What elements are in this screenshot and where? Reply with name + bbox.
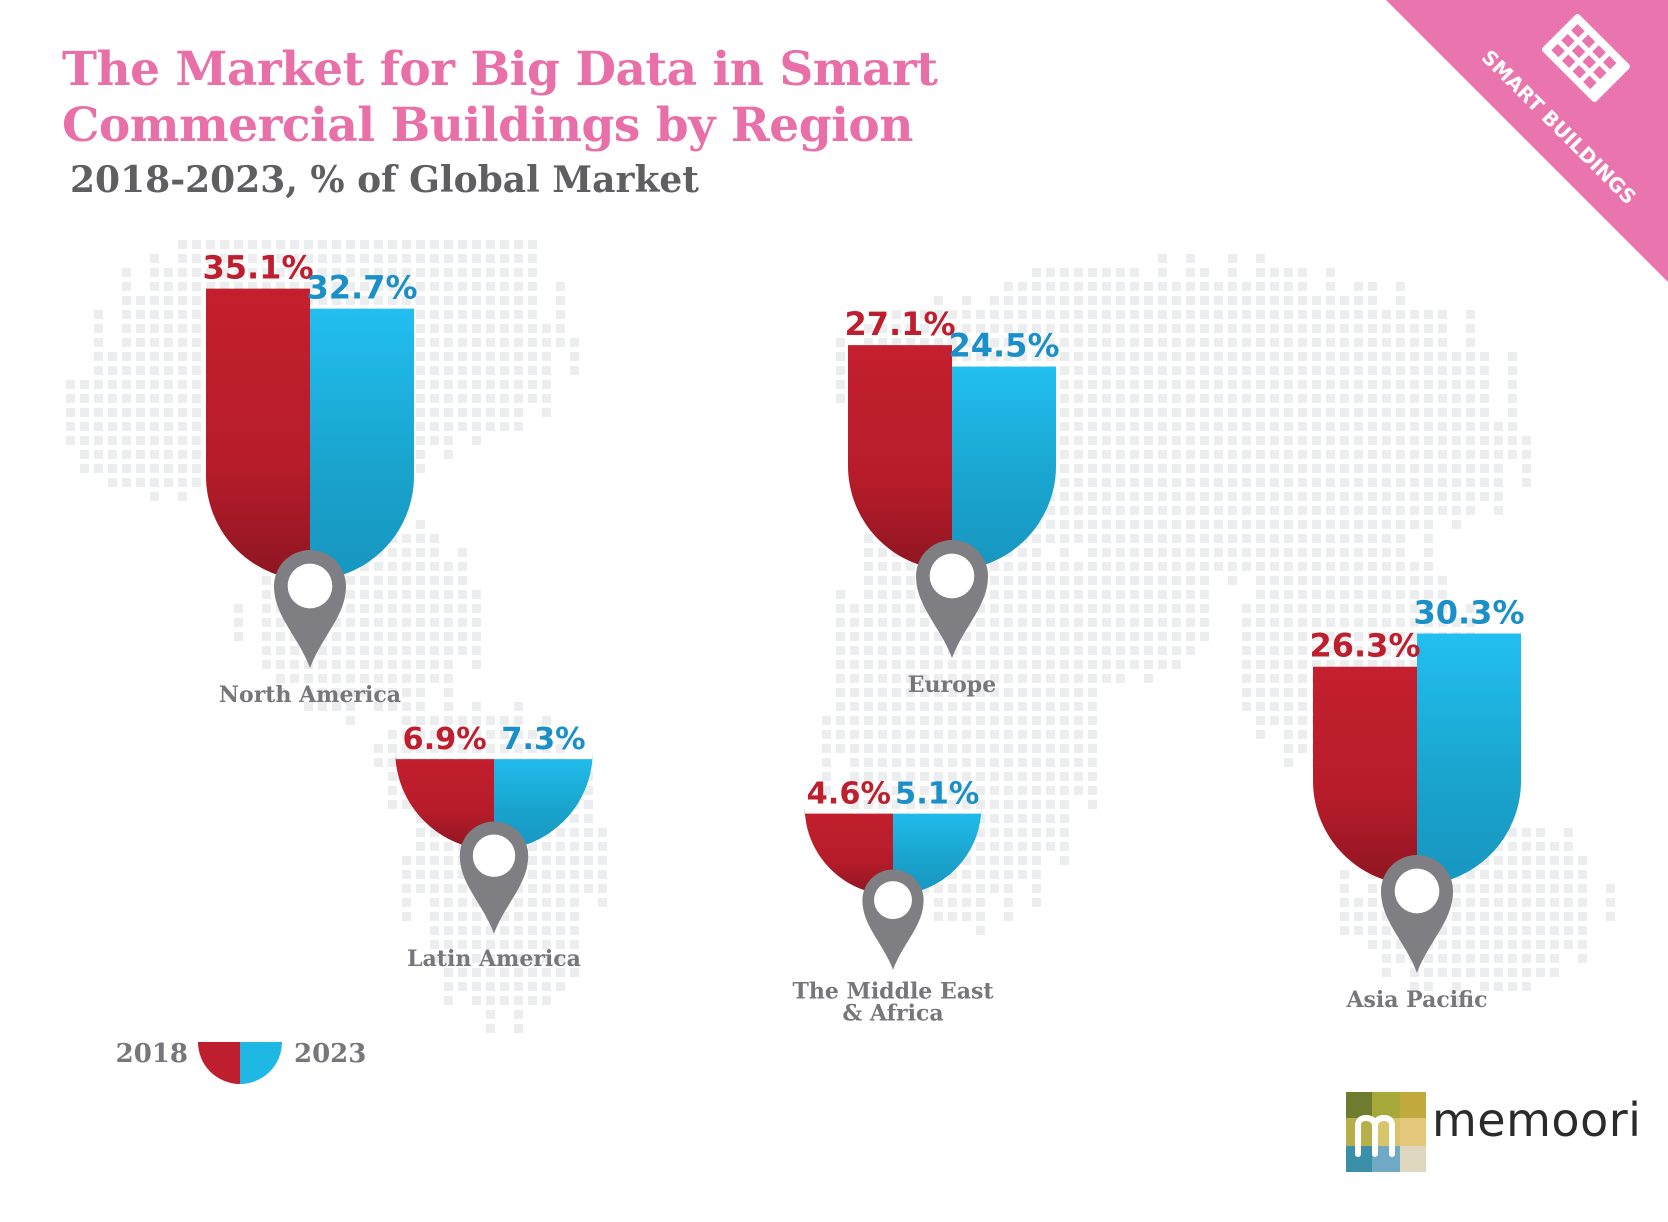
chart-title-line-1: The Market for Big Data in Smart	[62, 42, 938, 97]
europe-pin-hole	[929, 553, 975, 599]
asia-pacific-label-2023: 30.3%	[1413, 594, 1524, 632]
chart-marks: 35.1%32.7% North America 27.1%24.5% Europe 6…	[116, 249, 1525, 1084]
legend-label-2023: 2023	[294, 1039, 366, 1069]
the-middle-east-and-africa-label-2023: 5.1%	[895, 777, 979, 812]
building-icon	[1541, 13, 1631, 103]
europe-label-2023: 24.5%	[948, 327, 1059, 365]
memoori-logo-icon	[1346, 1092, 1426, 1172]
the-middle-east-and-africa-pin-hole	[874, 881, 912, 920]
latin-america-bar-2023	[494, 751, 593, 850]
north-america-region-label: North America	[219, 682, 401, 708]
banner-corner	[1386, 0, 1668, 282]
region-latin-america: 6.9% 7.3% Latin America	[395, 722, 593, 972]
chart-subtitle: 2018-2023, % of Global Market	[70, 159, 699, 201]
north-america-label-2023: 32.7%	[306, 269, 417, 307]
world-map-dots	[66, 240, 1615, 1033]
chart-title: The Market for Big Data in Smart Commerc…	[62, 42, 938, 154]
europe-bar-2023	[952, 366, 1056, 570]
region-europe: 27.1%24.5% Europe	[844, 305, 1059, 698]
region-north-america: 35.1%32.7% North America	[202, 249, 417, 708]
legend-swatch-2023	[240, 1042, 282, 1084]
smart-buildings-banner: SMART BUILDINGS	[1386, 0, 1668, 282]
latin-america-label-2018: 6.9%	[402, 722, 486, 757]
north-america-pin-hole	[287, 563, 333, 609]
north-america-label-2018: 35.1%	[202, 249, 313, 287]
legend-swatch-2018	[198, 1042, 240, 1084]
memoori-logo-text: memoori	[1432, 1093, 1642, 1147]
the-middle-east-and-africa-bar-2018	[804, 806, 893, 895]
the-middle-east-and-africa-bar-2023	[893, 806, 982, 895]
asia-pacific-label-2018: 26.3%	[1309, 627, 1420, 665]
legend-label-2018: 2018	[116, 1039, 188, 1069]
north-america-bar-2023	[310, 308, 414, 580]
asia-pacific-bar-2023	[1417, 633, 1521, 885]
latin-america-label-2023: 7.3%	[501, 722, 585, 757]
latin-america-pin-hole	[472, 834, 516, 877]
asia-pacific-bar-2018	[1313, 666, 1417, 885]
the-middle-east-and-africa-region-label: The Middle East & Africa	[792, 979, 994, 1027]
region-the-middle-east-and-africa: 4.6% 5.1% The Middle East & Africa	[792, 777, 994, 1027]
legend: 2018 2023	[116, 1039, 366, 1084]
asia-pacific-region-label: Asia Pacific	[1345, 987, 1487, 1013]
europe-label-2018: 27.1%	[844, 305, 955, 343]
asia-pacific-pin-hole	[1394, 868, 1440, 914]
chart-title-line-2: Commercial Buildings by Region	[62, 98, 913, 153]
the-middle-east-and-africa-label-2018: 4.6%	[807, 777, 891, 812]
latin-america-region-label: Latin America	[407, 946, 581, 972]
north-america-bar-2018	[206, 288, 310, 580]
latin-america-bar-2018	[395, 751, 494, 850]
region-asia-pacific: 26.3%30.3% Asia Pacific	[1309, 594, 1524, 1013]
europe-region-label: Europe	[908, 672, 996, 698]
europe-bar-2018	[848, 345, 952, 570]
